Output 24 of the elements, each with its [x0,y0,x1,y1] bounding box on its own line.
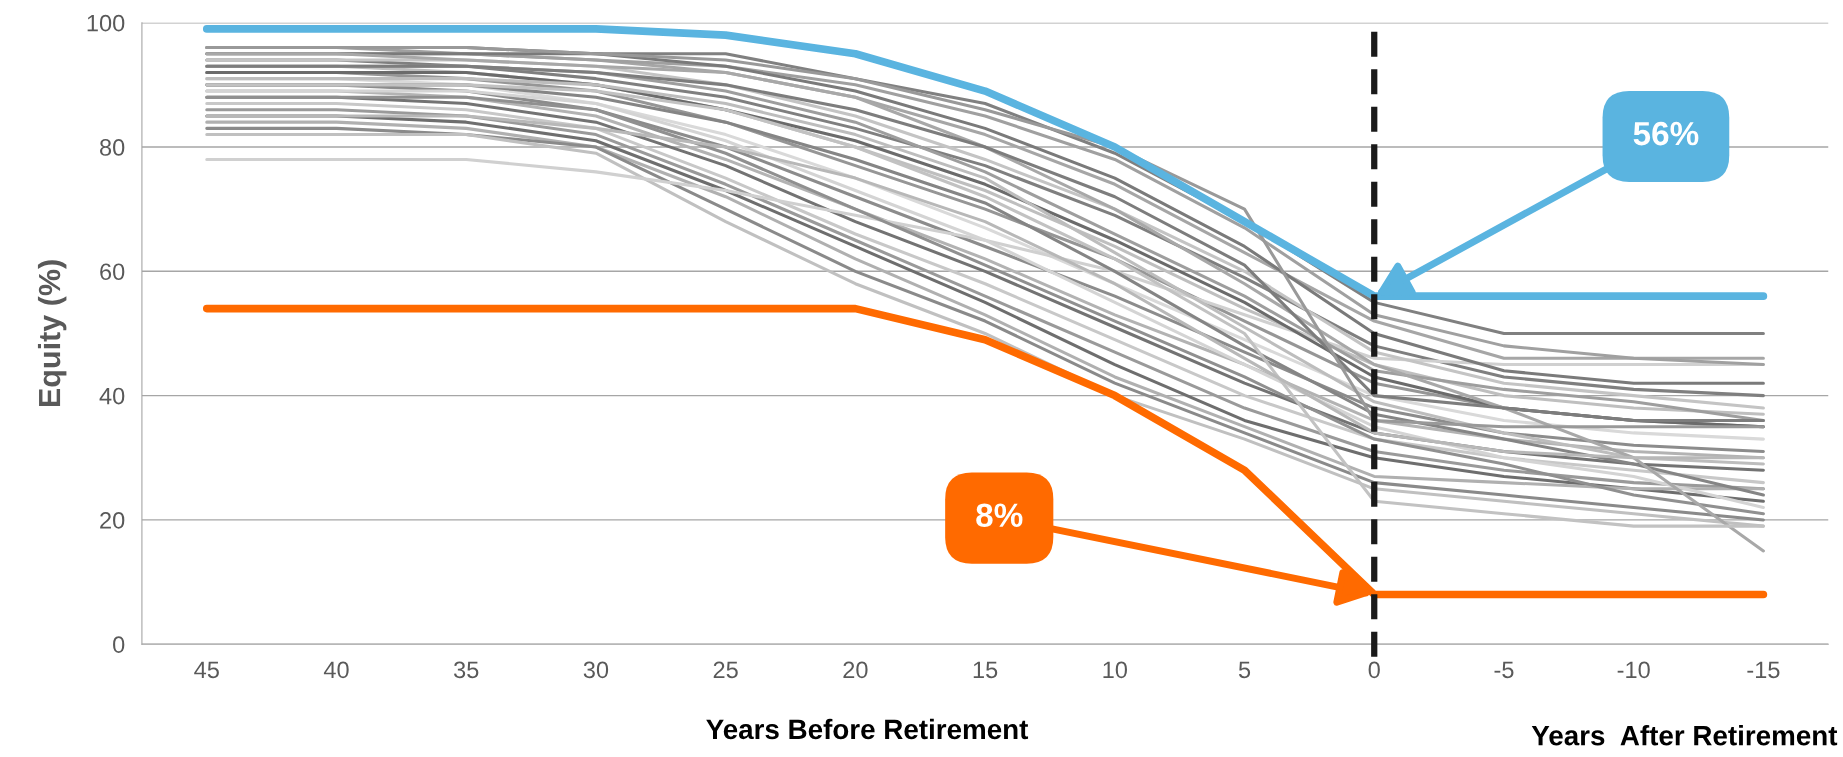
x-tick-label: 35 [453,661,479,679]
x-tick-label: 40 [323,661,349,679]
x-tick-label: 10 [1103,661,1128,679]
x-tick-label: 20 [843,661,868,679]
text: Years After Retirement [1531,725,1838,746]
y-tick-label: 20 [100,511,125,529]
y-tick-label: 60 [100,263,125,281]
annotation: 56% [1633,121,1699,146]
x-tick-label: 0 [1368,661,1380,679]
y-tick-label: 80 [100,139,125,156]
x-tick-label: -5 [1494,661,1514,679]
x-tick-label: -15 [1747,661,1780,679]
y-tick-label: 40 [99,387,125,405]
y-axis-title: Equity (%) [37,260,67,407]
y-tick-label: 0 [113,636,125,653]
x-tick-label: -10 [1617,661,1650,679]
x-tick-label: 25 [713,661,738,679]
x-tick-label: 15 [973,661,998,679]
y-tick-label: 100 [87,14,125,32]
x-tick-label: 30 [583,661,609,679]
annotation: 8% [976,503,1023,528]
x-tick-label: 5 [1238,661,1251,679]
x-axis-title: Years Before Retirement [706,718,1029,740]
x-tick-label: 45 [194,661,219,679]
